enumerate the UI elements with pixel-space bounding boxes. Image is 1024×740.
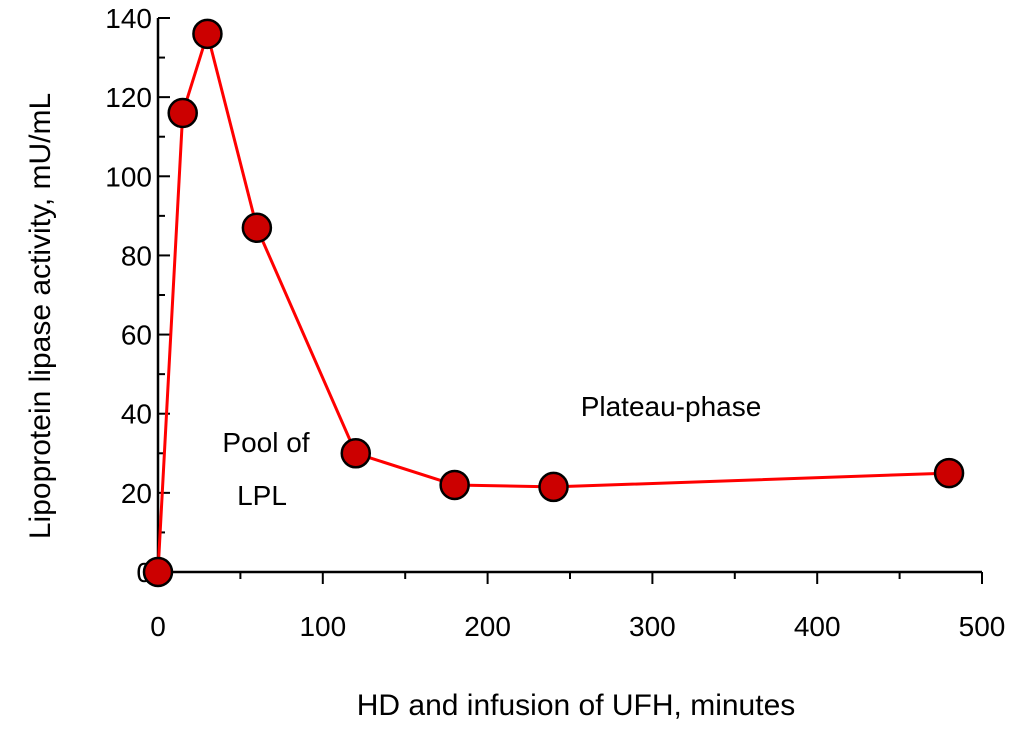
data-point-0-6: [538, 471, 569, 503]
data-point-0-7: [933, 457, 965, 489]
ticks: 0100200300400500020406080100120140: [105, 3, 1005, 642]
data-point-0-4: [340, 438, 372, 469]
annotation-plateau: Plateau-phase: [581, 391, 762, 422]
annotation-pool-line1: Pool of: [222, 427, 309, 458]
data-point-0-5: [439, 469, 470, 501]
y-tick-label-120: 120: [105, 82, 152, 113]
x-axis-title: HD and infusion of UFH, minutes: [357, 689, 796, 722]
y-tick-label-60: 60: [121, 320, 152, 351]
x-tick-label-200: 200: [464, 611, 511, 642]
data-point-0-2: [192, 18, 223, 50]
y-tick-label-20: 20: [121, 478, 152, 509]
x-tick-label-0: 0: [150, 611, 166, 642]
y-tick-label-80: 80: [121, 240, 152, 271]
x-tick-label-500: 500: [959, 611, 1006, 642]
data-point-0-1: [167, 97, 198, 129]
data-point-0-0: [142, 556, 174, 588]
y-tick-label-40: 40: [121, 399, 152, 430]
series-layer: [142, 18, 965, 588]
x-tick-label-100: 100: [299, 611, 346, 642]
y-tick-label-140: 140: [105, 3, 152, 34]
y-tick-label-100: 100: [105, 161, 152, 192]
data-point-0-3: [241, 212, 273, 243]
x-tick-label-300: 300: [629, 611, 676, 642]
x-tick-label-400: 400: [794, 611, 841, 642]
y-axis-title: Lipoprotein lipase activity, mU/mL: [24, 93, 57, 539]
annotation-pool-line2: LPL: [237, 480, 287, 511]
